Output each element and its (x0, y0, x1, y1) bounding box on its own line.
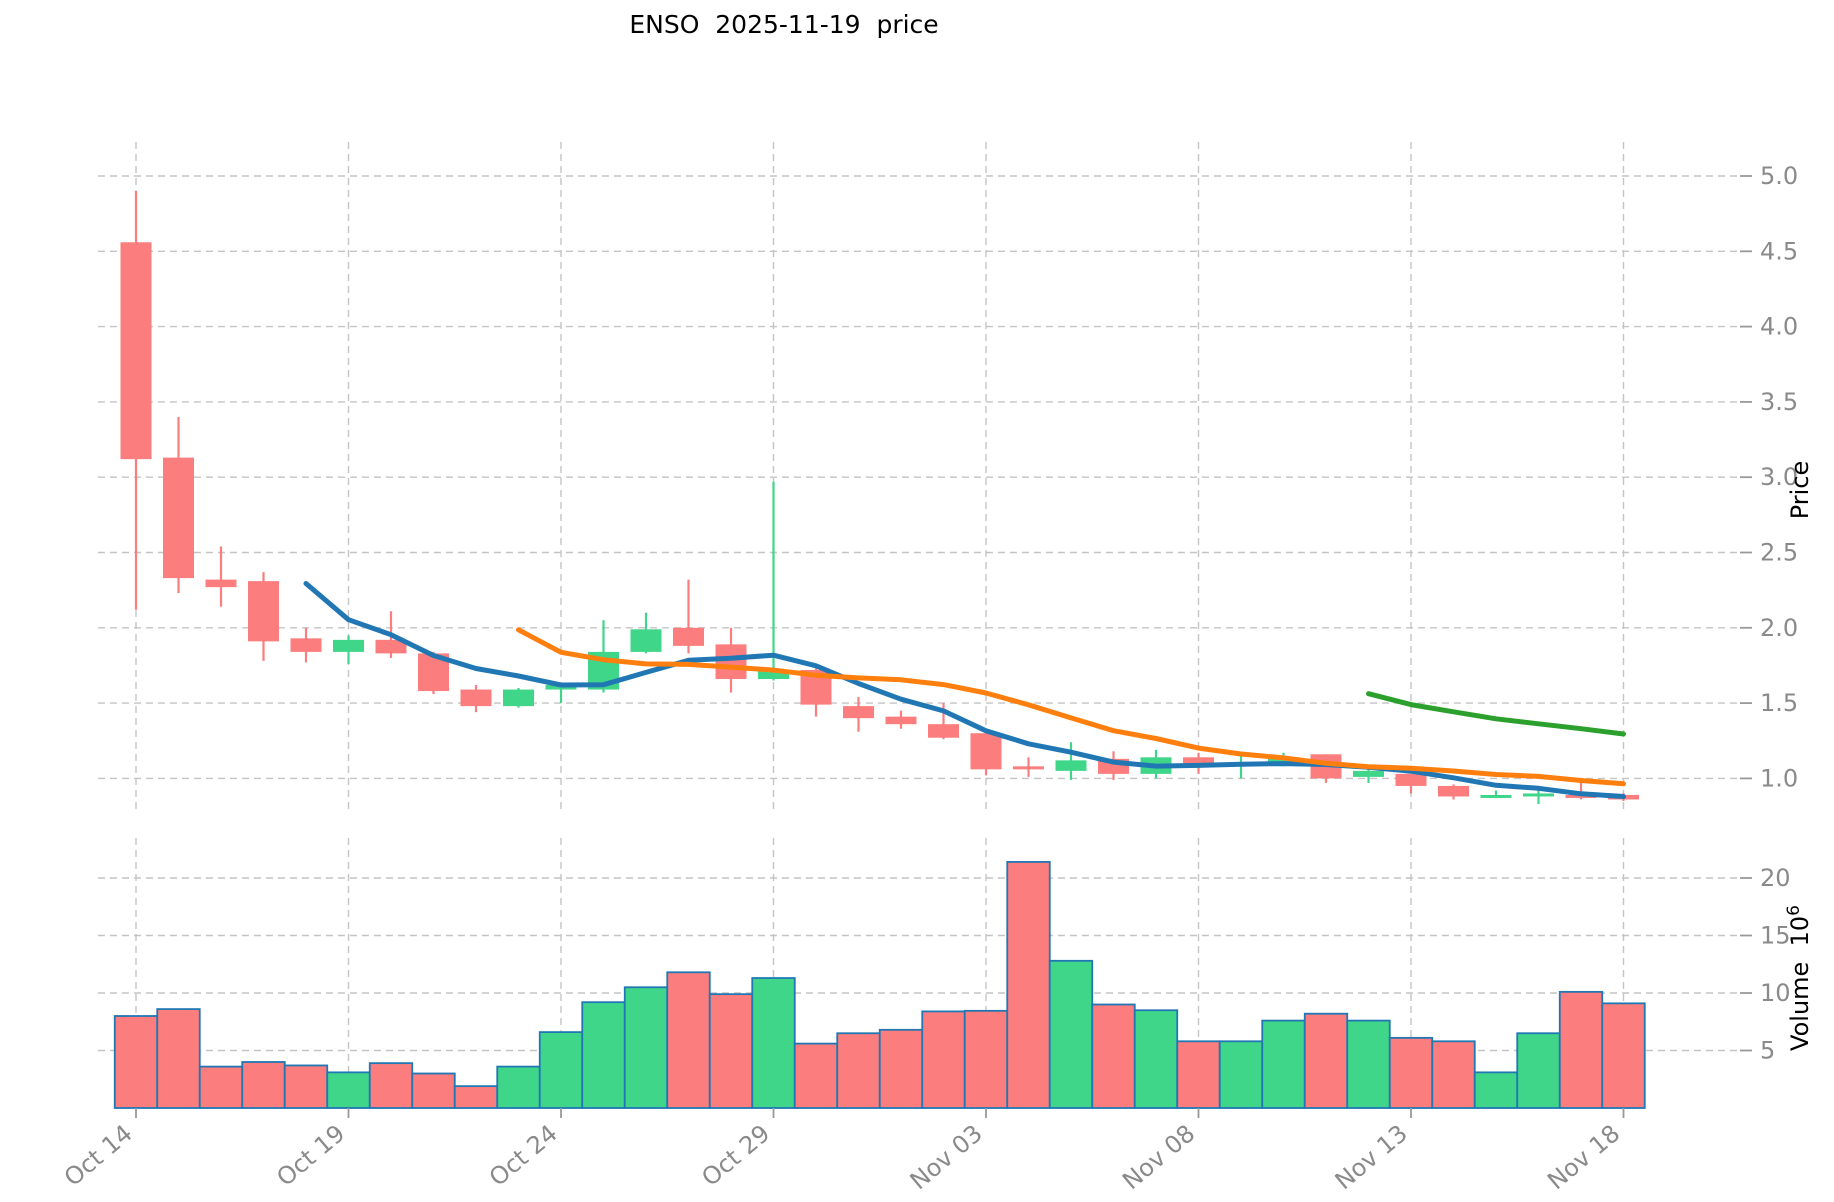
volume-bar (368, 1062, 414, 1109)
price-tick-label: 4.0 (1760, 313, 1798, 341)
volume-bar (921, 1010, 966, 1109)
volume-bar (1091, 1003, 1136, 1109)
moving-average-lines-layer (303, 581, 1626, 799)
volume-bar (666, 971, 711, 1109)
candle-body-down (715, 644, 747, 680)
volume-bar (496, 1065, 541, 1109)
candle-body-up (1055, 760, 1087, 771)
date-tick-label: Nov 18 (1542, 1119, 1625, 1195)
volume-bar (1218, 1040, 1264, 1109)
price-tick-label: 2.0 (1760, 614, 1798, 642)
volume-bar (113, 1015, 159, 1109)
candle-body-up (503, 689, 534, 707)
candle-body-down (163, 457, 194, 579)
candles-layer (120, 191, 1639, 805)
price-tick-label: 3.5 (1760, 388, 1798, 416)
volume-bar (1176, 1040, 1221, 1109)
volume-bar (198, 1065, 244, 1109)
chart-title: ENSO 2025-11-19 price (629, 10, 938, 39)
candle-body-up (1353, 770, 1384, 777)
ma-line-5 (303, 581, 1626, 799)
volume-bar (538, 1031, 584, 1109)
candle-body-down (1395, 773, 1427, 786)
volume-tick-label: 20 (1760, 864, 1791, 892)
volume-bar (1346, 1019, 1391, 1109)
candle-body-down (290, 638, 322, 652)
volume-bar (326, 1071, 371, 1109)
volume-bar (1473, 1071, 1519, 1109)
volume-bar (1431, 1040, 1476, 1109)
date-tick-label: Nov 13 (1330, 1119, 1413, 1195)
candle-body-down (970, 733, 1002, 770)
volume-bar (1048, 959, 1094, 1109)
price-tick-label: 3.0 (1760, 463, 1798, 491)
volume-tick-label: 15 (1760, 922, 1791, 950)
date-tick-label: Oct 24 (484, 1119, 563, 1192)
ma-line-30 (1366, 691, 1626, 737)
volume-bar (1558, 990, 1604, 1109)
candle-body-up (1523, 793, 1554, 797)
candle-body-down (120, 242, 152, 460)
price-tick-label: 4.5 (1760, 237, 1798, 265)
volume-bar (1261, 1019, 1306, 1109)
candle-body-down (673, 627, 704, 646)
candle-body-up (758, 669, 789, 680)
candle-body-up (1480, 794, 1512, 798)
candle-body-down (1438, 785, 1469, 797)
candle-body-down (460, 689, 492, 707)
price-axis-title: Price (1786, 461, 1814, 520)
candle-body-down (205, 579, 237, 588)
grid-layer (98, 142, 1740, 1108)
date-tick-label: Oct 19 (271, 1119, 350, 1192)
volume-bar (1006, 861, 1051, 1109)
date-tick-label: Oct 14 (59, 1119, 138, 1192)
volume-axis-title: Volume 106 (1784, 905, 1814, 1051)
candle-body-up (630, 629, 662, 652)
volume-bar (581, 1001, 626, 1109)
price-tick-label: 5.0 (1760, 162, 1798, 190)
date-tick-label: Nov 03 (905, 1119, 988, 1195)
ma-line-10 (516, 627, 1626, 787)
volume-tick-label: 10 (1760, 979, 1791, 1007)
volume-bar (283, 1064, 329, 1109)
volume-bar (1601, 1002, 1646, 1109)
volume-bar (836, 1032, 881, 1109)
volume-bar (1516, 1032, 1561, 1109)
volume-bar (623, 986, 669, 1109)
volume-bar (156, 1008, 201, 1109)
price-tick-label: 1.0 (1760, 764, 1798, 792)
volume-bar (963, 1009, 1009, 1109)
date-tick-label: Oct 29 (696, 1119, 775, 1192)
volume-bar (708, 993, 754, 1109)
volume-bar (1133, 1009, 1179, 1109)
candle-body-down (248, 581, 279, 642)
candle-body-down (885, 716, 917, 725)
volume-bar (878, 1028, 924, 1109)
candle-body-down (1013, 766, 1044, 770)
date-tick-label: Nov 08 (1117, 1119, 1200, 1195)
volume-bar (1303, 1012, 1349, 1109)
price-tick-label: 1.5 (1760, 689, 1798, 717)
volume-bar (411, 1072, 456, 1109)
volume-bar (241, 1061, 286, 1109)
axis-ticks-layer (135, 175, 1752, 1118)
candle-body-up (1268, 757, 1299, 765)
volume-bar (751, 977, 796, 1109)
candle-body-down (928, 724, 959, 738)
price-tick-label: 2.5 (1760, 539, 1798, 567)
volume-bar (1388, 1036, 1434, 1109)
volume-bar (453, 1085, 499, 1109)
candle-body-up (333, 639, 364, 652)
candle-body-down (1183, 757, 1214, 767)
candle-body-down (375, 639, 407, 654)
candle-body-down (843, 706, 874, 719)
volume-bars-layer (113, 861, 1646, 1109)
volume-tick-label: 5 (1760, 1037, 1775, 1065)
volume-bar (793, 1042, 839, 1109)
candle-body-down (1565, 794, 1597, 798)
